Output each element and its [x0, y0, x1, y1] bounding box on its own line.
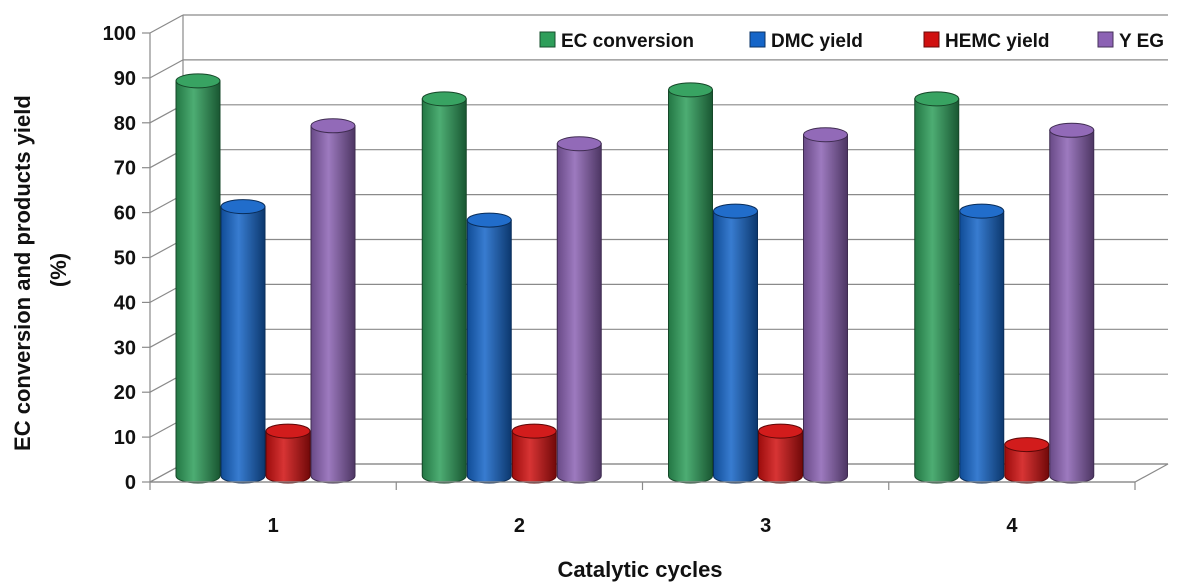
y-tick-label: 10	[114, 427, 136, 449]
bar-top	[758, 423, 803, 439]
legend-label: HEMC yield	[945, 31, 1050, 52]
x-tick-label: 3	[760, 515, 771, 537]
bar-body	[1049, 129, 1095, 484]
legend-swatch	[539, 31, 556, 48]
bar-hemc-yield-cycle-3	[758, 423, 803, 484]
bar-y-eg-cycle-1	[310, 118, 356, 484]
y-axis-title: EC conversion and products yield (%)	[10, 89, 71, 451]
bar-ec-conversion-cycle-3	[668, 82, 713, 484]
legend-item-ec-conversion: EC conversion	[539, 31, 694, 52]
x-axis-ticks: 1 2 3 4	[149, 481, 1136, 537]
bar-top	[959, 203, 1005, 219]
bar-top	[803, 127, 848, 143]
bar-top	[914, 91, 960, 107]
bar-dmc-yield-cycle-2	[466, 212, 512, 484]
bar-top	[1004, 437, 1050, 453]
gridlines	[149, 14, 1168, 483]
y-tick-label: 60	[114, 203, 136, 225]
legend: EC conversion DMC yield HEMC yield Y EG	[539, 31, 1164, 52]
bar-top	[175, 73, 221, 89]
legend-item-hemc-yield: HEMC yield	[923, 31, 1050, 52]
bar-body	[310, 125, 356, 484]
bar-body	[265, 430, 311, 484]
legend-swatch	[749, 31, 766, 48]
bar-dmc-yield-cycle-4	[959, 203, 1005, 484]
y-tick-label: 70	[114, 158, 136, 180]
bar-body	[220, 206, 266, 484]
bar-top	[713, 203, 758, 219]
y-axis-title-line-1: EC conversion and products yield	[10, 95, 35, 451]
bar-body	[421, 98, 467, 484]
bar-top	[265, 423, 311, 439]
bar-ec-conversion-cycle-1	[175, 73, 221, 484]
y-axis-title-line-2: (%)	[46, 253, 71, 287]
legend-item-y-eg: Y EG	[1097, 31, 1164, 52]
bar-ec-conversion-cycle-4	[914, 91, 960, 484]
legend-swatch	[923, 31, 940, 48]
bar-body	[668, 89, 713, 484]
x-tick-label: 2	[514, 515, 525, 537]
bar-body	[511, 430, 557, 484]
bar-body	[175, 80, 221, 484]
bar-y-eg-cycle-3	[803, 127, 848, 484]
gridline-side	[149, 59, 184, 79]
bar-y-eg-cycle-2	[556, 136, 602, 484]
bar-top	[1049, 122, 1095, 138]
bar-body	[1004, 444, 1050, 484]
y-tick-label: 30	[114, 337, 136, 359]
bar-top	[511, 423, 557, 439]
bar-body	[713, 210, 758, 484]
y-tick-label: 40	[114, 292, 136, 314]
legend-swatch	[1097, 31, 1114, 48]
bar-top	[466, 212, 512, 228]
bar-hemc-yield-cycle-4	[1004, 437, 1050, 484]
legend-label: Y EG	[1119, 31, 1164, 52]
bar-hemc-yield-cycle-1	[265, 423, 311, 484]
bar-top	[668, 82, 713, 98]
bars	[175, 73, 1095, 484]
bar-ec-conversion-cycle-2	[421, 91, 467, 484]
bar-top	[220, 199, 266, 215]
y-tick-label: 90	[114, 68, 136, 90]
chart-walls	[149, 15, 1169, 483]
bar-body	[914, 98, 960, 484]
y-tick-label: 80	[114, 113, 136, 135]
bar-dmc-yield-cycle-1	[220, 199, 266, 484]
x-axis-title: Catalytic cycles	[557, 557, 722, 582]
legend-label: DMC yield	[771, 31, 863, 52]
x-tick-label: 1	[268, 515, 279, 537]
legend-label: EC conversion	[561, 31, 694, 52]
bar-hemc-yield-cycle-2	[511, 423, 557, 484]
bar-body	[803, 134, 848, 484]
bar-body	[556, 143, 602, 484]
y-axis-ticks: 0 10 20 30 40 50 60 70 80 90 100	[103, 23, 150, 494]
y-tick-label: 50	[114, 248, 136, 270]
gridline-side	[149, 14, 184, 34]
y-tick-label: 20	[114, 382, 136, 404]
legend-item-dmc-yield: DMC yield	[749, 31, 863, 52]
bar-dmc-yield-cycle-3	[713, 203, 758, 484]
y-tick-label: 100	[103, 23, 136, 45]
bar-top	[310, 118, 356, 134]
bar-top	[421, 91, 467, 107]
bar-y-eg-cycle-4	[1049, 122, 1095, 484]
bar-top	[556, 136, 602, 152]
bar-body	[959, 210, 1005, 484]
bar-body	[466, 219, 512, 484]
y-tick-label: 0	[125, 472, 136, 494]
bar-body	[758, 430, 803, 484]
x-tick-label: 4	[1006, 515, 1018, 537]
